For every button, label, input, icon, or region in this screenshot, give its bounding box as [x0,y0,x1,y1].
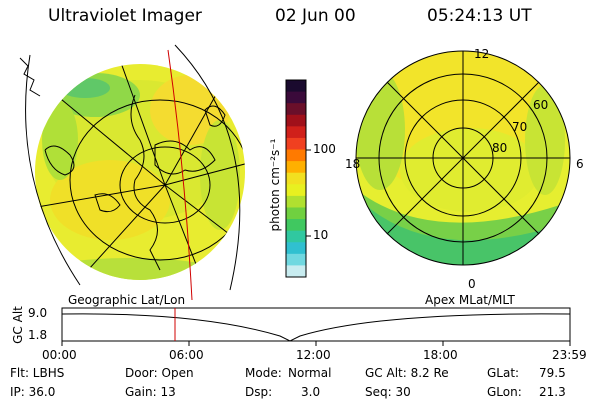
mlt-label-18: 18 [345,157,361,171]
colorbar-segment [286,114,306,127]
colorbar-segment [286,184,306,197]
colorbar-tick-label-10: 10 [313,228,329,242]
gc-alt-info: GC Alt: 8.2 Re [365,366,449,380]
mlat-label-60: 60 [533,98,549,112]
altitude-xtick-2359: 23:59 [552,348,587,362]
altitude-plot-frame [61,307,571,342]
colorbar-segment [286,242,306,255]
altitude-ylabel: GC Alt [11,306,25,344]
magnetic-image [355,50,571,266]
altitude-ytick-9: 9.0 [28,306,48,320]
observation-time: 05:24:13 UT [427,6,532,26]
colorbar-frame [285,79,307,278]
colorbar-segment [286,265,306,278]
colorbar-segment [286,207,306,220]
door-info: Door: Open [125,366,194,380]
colorbar-tick-label-100: 100 [313,142,336,156]
observation-date: 02 Jun 00 [275,6,356,26]
glon-value: 21.3 [539,385,566,399]
altitude-ytick-1-8: 1.8 [28,328,48,342]
colorbar-segment [286,195,306,208]
instrument-title: Ultraviolet Imager [48,6,202,26]
colorbar-segment [286,137,306,151]
colorbar-unit-label: photon cm⁻²s⁻¹ [268,138,282,232]
colorbar-segment [286,172,306,185]
geographic-image [19,44,245,301]
mlt-label-12: 12 [474,47,490,61]
geographic-caption: Geographic Lat/Lon [68,293,186,307]
colorbar-segment [286,219,306,232]
altitude-plot [61,307,571,346]
altitude-xtick-1800: 18:00 [423,348,458,362]
colorbar-segment [286,91,306,104]
apex-caption: Apex MLat/MLT [425,293,515,307]
mode-value: Normal [288,366,332,380]
mlt-label-0: 0 [468,277,476,291]
ip-info: IP: 36.0 [10,385,56,399]
colorbar-segment [286,253,306,266]
dsp-label: Dsp: [245,385,273,399]
altitude-xtick-1200: 12:00 [296,348,331,362]
colorbar-segment [286,103,306,116]
glat-label: GLat: [487,366,520,380]
dsp-value: 3.0 [301,385,321,399]
colorbar-segment [286,230,306,243]
mlat-label-70: 70 [512,120,528,134]
seq-info: Seq: 30 [365,385,411,399]
colorbar-segment [286,149,306,162]
glon-label: GLon: [487,385,522,399]
altitude-curve [61,313,571,342]
gain-info: Gain: 13 [125,385,176,399]
colorbar-segment [286,126,306,139]
colorbar-segment [286,161,306,174]
colorbar [286,80,306,278]
altitude-xtick-0600: 06:00 [169,348,204,362]
altitude-xtick-0000: 00:00 [42,348,77,362]
mode-label: Mode: [245,366,282,380]
colorbar-segment [286,80,306,93]
mlat-label-80: 80 [492,141,508,155]
glat-value: 79.5 [539,366,566,380]
mlt-label-6: 6 [576,157,584,171]
filter-info: Flt: LBHS [10,366,65,380]
